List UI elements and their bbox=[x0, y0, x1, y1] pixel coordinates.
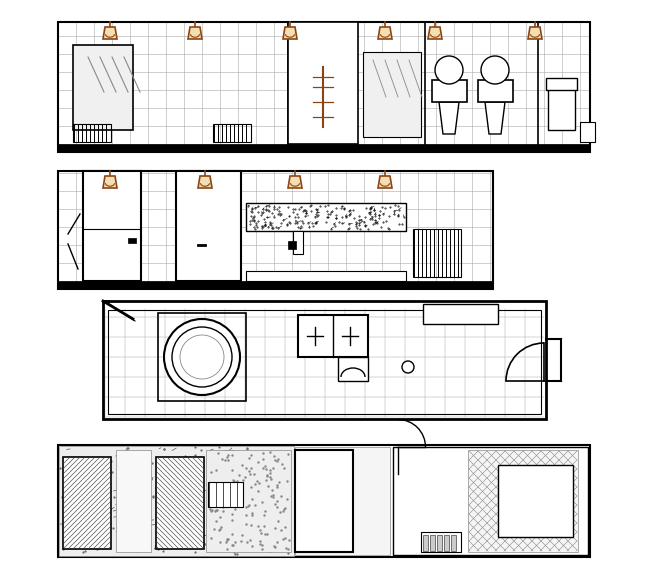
Polygon shape bbox=[528, 27, 542, 39]
Bar bbox=[421, 532, 461, 552]
Bar bbox=[116, 450, 151, 552]
Bar bbox=[288, 22, 358, 144]
Bar bbox=[63, 457, 111, 549]
Bar bbox=[451, 535, 456, 551]
Bar bbox=[208, 482, 243, 507]
Polygon shape bbox=[439, 102, 459, 134]
Bar bbox=[423, 535, 428, 551]
Circle shape bbox=[164, 319, 240, 395]
Bar bbox=[58, 281, 493, 289]
Circle shape bbox=[435, 56, 463, 84]
Bar bbox=[437, 535, 442, 551]
Bar bbox=[288, 241, 296, 249]
Polygon shape bbox=[103, 27, 117, 39]
Polygon shape bbox=[378, 176, 392, 188]
Bar bbox=[176, 171, 241, 281]
Bar bbox=[73, 124, 111, 142]
Polygon shape bbox=[188, 27, 202, 39]
Bar bbox=[206, 450, 291, 552]
Bar bbox=[444, 535, 449, 551]
Circle shape bbox=[402, 361, 414, 373]
Bar bbox=[156, 457, 204, 549]
Bar bbox=[108, 310, 541, 414]
Bar bbox=[58, 171, 493, 289]
Bar bbox=[363, 52, 421, 137]
Bar bbox=[426, 314, 441, 322]
Bar bbox=[295, 447, 390, 555]
Polygon shape bbox=[288, 176, 302, 188]
Bar bbox=[58, 144, 590, 152]
Bar bbox=[468, 450, 578, 552]
Bar bbox=[246, 271, 406, 281]
Bar bbox=[423, 304, 498, 324]
Bar bbox=[446, 314, 461, 322]
Bar bbox=[548, 85, 575, 130]
Bar bbox=[59, 446, 294, 556]
Bar bbox=[73, 45, 133, 130]
Bar bbox=[293, 231, 303, 254]
Bar bbox=[430, 535, 435, 551]
Bar bbox=[298, 315, 368, 357]
Bar bbox=[338, 357, 368, 381]
Polygon shape bbox=[198, 176, 212, 188]
Bar bbox=[478, 80, 513, 102]
Bar bbox=[580, 122, 595, 142]
Bar bbox=[58, 445, 590, 557]
Bar bbox=[246, 203, 406, 231]
Bar bbox=[103, 301, 546, 419]
Bar bbox=[83, 171, 141, 281]
Bar bbox=[213, 124, 251, 142]
Bar bbox=[498, 465, 573, 537]
Circle shape bbox=[481, 56, 509, 84]
Bar bbox=[158, 313, 246, 401]
Bar bbox=[432, 80, 467, 102]
Polygon shape bbox=[428, 27, 442, 39]
Bar bbox=[393, 447, 588, 555]
Polygon shape bbox=[103, 176, 117, 188]
Bar bbox=[546, 78, 577, 90]
Polygon shape bbox=[283, 27, 297, 39]
Bar bbox=[413, 229, 461, 277]
Polygon shape bbox=[378, 27, 392, 39]
Bar bbox=[58, 22, 590, 152]
Bar bbox=[295, 450, 353, 552]
Bar bbox=[466, 314, 481, 322]
Bar bbox=[128, 238, 136, 243]
Polygon shape bbox=[485, 102, 505, 134]
